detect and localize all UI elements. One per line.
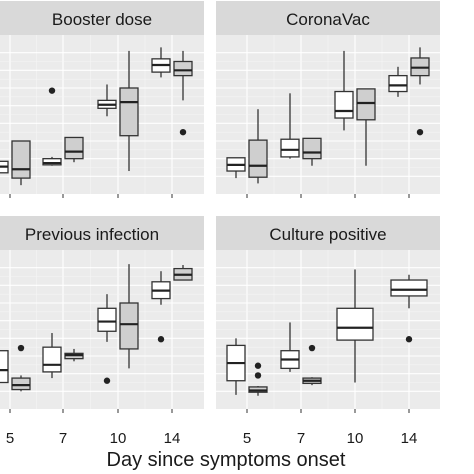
- outlier-point: [416, 128, 424, 136]
- boxplot-b-day-7: [302, 344, 322, 386]
- box-iqr: [42, 158, 62, 166]
- boxplot-b-day-14: [173, 50, 193, 136]
- outlier-point: [405, 336, 413, 343]
- boxplot-b-day-10: [119, 264, 139, 369]
- boxes: [226, 269, 428, 396]
- panel-booster-dose: Booster dose: [0, 1, 204, 198]
- box-iqr: [11, 140, 31, 179]
- box-iqr: [173, 60, 193, 77]
- boxplot-b-day-5: [11, 344, 31, 392]
- panel-title: Previous infection: [25, 225, 159, 244]
- panel-title: Culture positive: [269, 225, 386, 244]
- boxes: [226, 47, 430, 184]
- x-tick-label: 10: [110, 430, 127, 447]
- outlier-point: [48, 87, 56, 94]
- boxplot-a-day-7: [280, 93, 300, 159]
- boxplot-a-day-7: [42, 333, 62, 379]
- boxplot-b-day-7: [64, 136, 84, 163]
- boxplot-b-day-10: [119, 50, 139, 172]
- outlier-point: [17, 344, 25, 352]
- box-iqr: [336, 307, 374, 341]
- box-iqr: [0, 350, 9, 384]
- box-iqr: [11, 377, 31, 391]
- x-tick-label: 7: [297, 430, 305, 447]
- box-iqr: [248, 139, 268, 178]
- x-axis-right: 5 7 10 14: [243, 430, 418, 447]
- boxplot-b-day-14: [410, 47, 430, 136]
- boxplot-b-day-5: [11, 140, 31, 186]
- outlier-point: [103, 377, 111, 384]
- panel-culture-positive: Culture positive: [216, 216, 440, 413]
- boxplot-a-day-5: [0, 350, 9, 384]
- boxplot-b-day-10: [356, 88, 376, 166]
- strip-background: [0, 1, 204, 35]
- boxplot-a-day-5: [226, 338, 246, 395]
- boxes: [0, 264, 193, 392]
- boxplot-a-day-7: [280, 322, 300, 372]
- boxplot-b-day-5: [248, 109, 268, 184]
- boxplot-b-day-5: [248, 362, 268, 396]
- boxplot-a-day-14: [388, 66, 408, 97]
- boxplot-a-day-10: [334, 50, 354, 131]
- boxes: [0, 47, 193, 186]
- boxplot-a-day-7: [42, 87, 62, 166]
- box-iqr: [64, 136, 84, 160]
- box-iqr: [302, 137, 322, 160]
- x-axis-left: 5 7 10 14: [6, 430, 181, 447]
- boxplot-a-day-5: [226, 157, 246, 179]
- box-iqr: [97, 307, 117, 332]
- panel-previous-infection: Previous infection: [0, 216, 204, 413]
- boxplot-a-day-14: [151, 271, 171, 343]
- x-tick-label: 10: [347, 430, 364, 447]
- box-iqr: [119, 302, 139, 350]
- strip-background: [216, 1, 440, 35]
- boxplot-b-day-7: [64, 348, 84, 362]
- x-tick-label: 5: [6, 430, 14, 447]
- gridlines: [0, 250, 204, 409]
- outlier-point: [157, 336, 165, 343]
- boxplot-a-day-14: [151, 47, 171, 78]
- strip-background: [0, 216, 204, 250]
- box-iqr: [280, 138, 300, 158]
- outlier-point: [179, 128, 187, 136]
- boxplot-a-day-10: [97, 294, 117, 384]
- outlier-point: [254, 372, 262, 379]
- strip-background: [216, 216, 440, 250]
- boxplot-b-day-14: [173, 265, 193, 281]
- box-iqr: [388, 74, 408, 93]
- box-iqr: [334, 90, 354, 119]
- gridlines: [0, 35, 204, 194]
- outlier-point: [254, 362, 262, 369]
- boxplot-a-day-10: [336, 269, 374, 383]
- boxplot-b-day-7: [302, 137, 322, 166]
- boxplot-a-day-10: [97, 84, 117, 117]
- x-tick-label: 14: [164, 430, 181, 447]
- x-axis-title: Day since symptoms onset: [107, 449, 346, 471]
- panel-title: CoronaVac: [286, 10, 370, 29]
- boxplot-a-day-14: [390, 274, 428, 343]
- x-tick-label: 5: [243, 430, 251, 447]
- box-iqr: [42, 346, 62, 373]
- box-iqr: [356, 88, 376, 121]
- box-iqr: [119, 87, 139, 137]
- x-tick-label: 7: [59, 430, 67, 447]
- boxplot-a-day-5: [0, 160, 9, 174]
- outlier-point: [308, 344, 316, 352]
- panel-coronavac: CoronaVac: [216, 1, 440, 198]
- panel-title: Booster dose: [52, 10, 152, 29]
- x-tick-label: 14: [401, 430, 418, 447]
- box-iqr: [390, 279, 428, 297]
